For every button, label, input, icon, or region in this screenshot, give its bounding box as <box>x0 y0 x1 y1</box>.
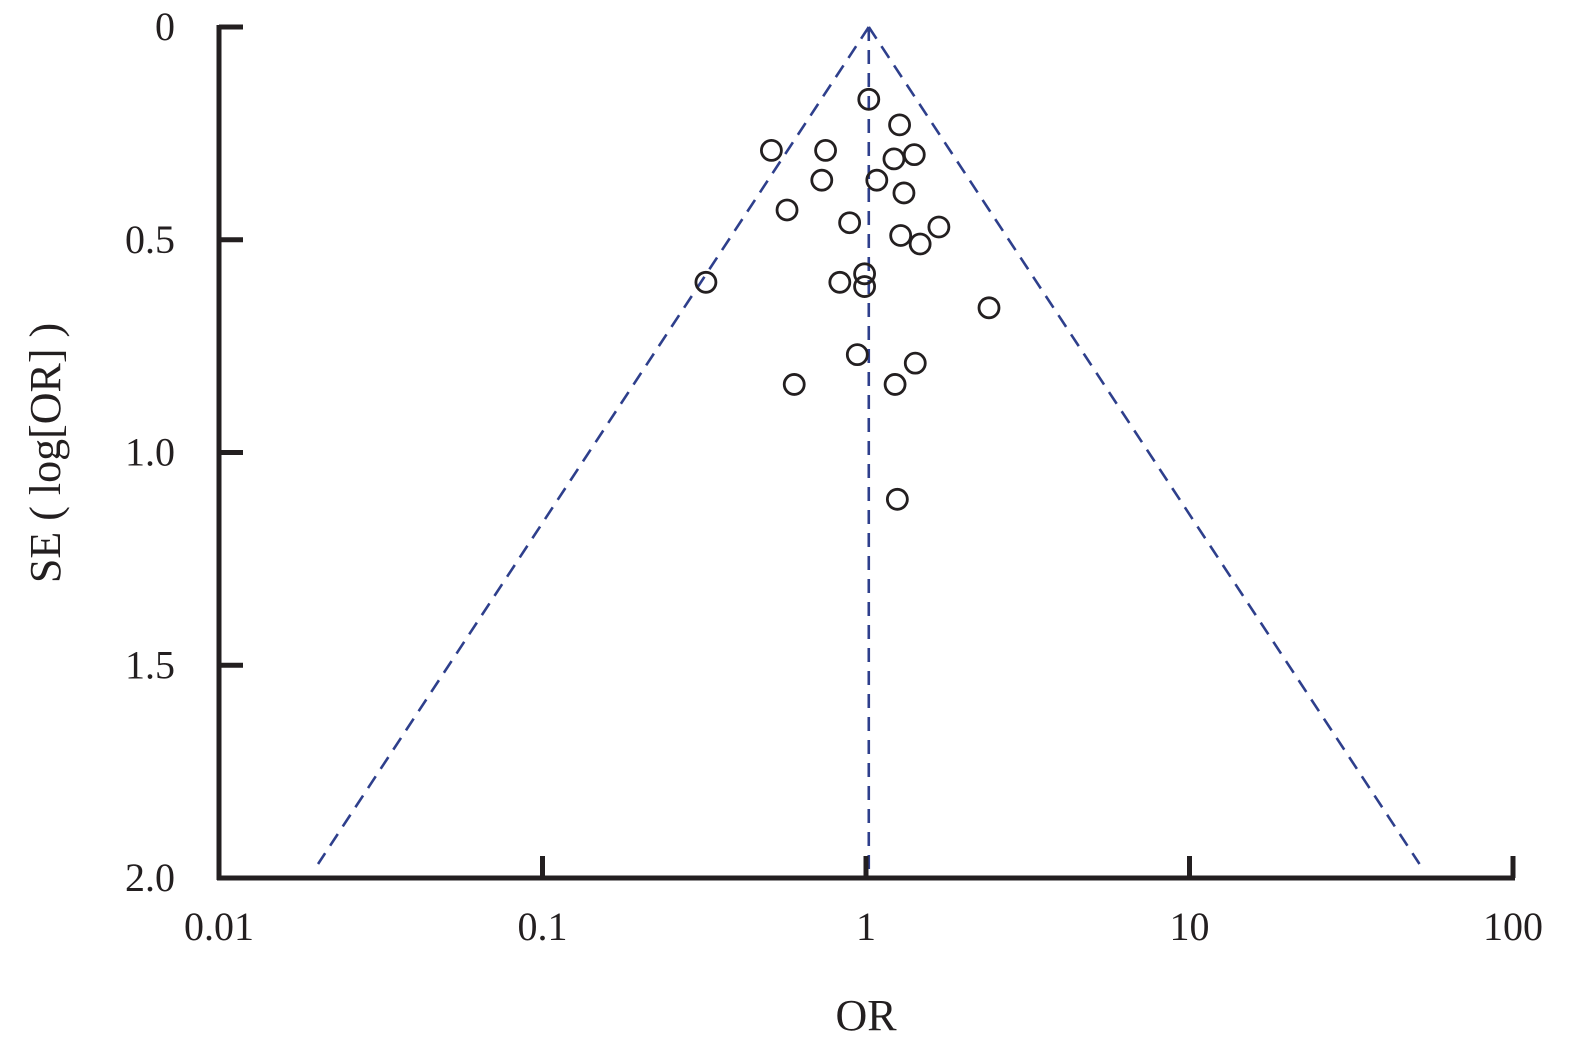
study-point <box>759 138 783 162</box>
study-point <box>853 262 876 286</box>
y-tick-label: 1.0 <box>125 430 175 475</box>
study-point <box>908 232 932 256</box>
study-point <box>883 373 907 396</box>
study-point <box>892 181 916 205</box>
study-point <box>885 487 909 511</box>
study-point <box>775 198 799 222</box>
x-tick-label: 1 <box>856 904 876 949</box>
study-point <box>889 224 913 247</box>
x-tick-label: 100 <box>1483 904 1543 949</box>
y-tick-label: 0 <box>155 4 175 49</box>
y-tick-label: 1.5 <box>125 642 175 687</box>
study-point <box>814 138 837 162</box>
y-tick-label: 2.0 <box>125 855 175 900</box>
study-point <box>828 270 852 294</box>
x-ticks: 0.01 0.1 1 10 100 <box>184 856 1543 949</box>
study-point <box>888 113 911 137</box>
study-point <box>853 275 876 298</box>
study-point <box>882 147 906 171</box>
study-point <box>857 87 881 111</box>
x-tick-label: 0.1 <box>518 904 568 949</box>
y-axis-title: SE ( log[OR] ) <box>21 323 70 583</box>
study-point <box>977 296 1001 320</box>
study-points <box>694 87 1001 511</box>
axes <box>216 25 1515 881</box>
funnel-right-limit <box>867 26 1421 865</box>
y-tick-label: 0.5 <box>125 217 175 262</box>
x-axis-title: OR <box>835 991 897 1040</box>
study-point <box>865 168 889 192</box>
study-point <box>694 270 718 294</box>
study-point <box>902 143 926 167</box>
study-point <box>810 168 834 192</box>
x-tick-label: 10 <box>1170 904 1210 949</box>
funnel-left-limit <box>316 26 870 865</box>
y-ticks: 0 0.5 1.0 1.5 2.0 <box>125 4 243 900</box>
study-point <box>845 343 869 367</box>
x-tick-label: 0.01 <box>184 904 254 949</box>
study-point <box>838 211 862 235</box>
study-point <box>903 351 927 375</box>
study-point <box>927 215 951 239</box>
funnel-lines <box>316 26 1421 878</box>
study-point <box>782 373 806 396</box>
